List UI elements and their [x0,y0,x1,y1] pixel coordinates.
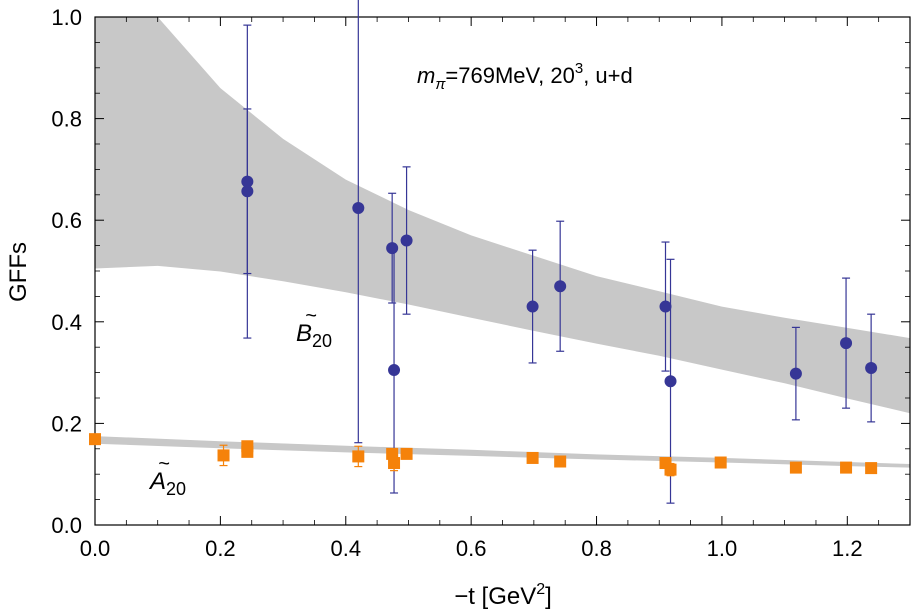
x-tick-label: 1.2 [832,536,863,561]
x-tick-label: 0.8 [581,536,612,561]
data-point-a20 [400,447,413,460]
chart-annotation: mπ=769MeV, 203, u+d [417,60,633,93]
b20-label-base: B [296,320,312,347]
data-point-a20 [840,461,853,474]
data-point-b20 [241,175,254,188]
x-axis-title: −t [GeV2] [454,581,552,610]
y-axis-title: GFFs [5,242,32,302]
a20-label-base: A [148,468,166,495]
data-markers [89,175,878,476]
svg-text:B20: B20 [296,320,332,351]
data-point-a20 [241,440,254,453]
annotation-m-sub: π [435,76,446,93]
a20-label-sub: 20 [166,479,186,499]
plot-frame [94,16,911,526]
y-tick-label: 0.8 [51,107,82,132]
x-axis-title-main: −t [GeV [454,583,536,610]
data-point-b20 [526,300,539,313]
fit-bands [95,17,910,468]
data-point-a20 [89,433,101,446]
x-tick-label: 0.0 [80,536,111,561]
data-point-b20 [659,300,672,313]
data-point-a20 [664,463,677,476]
x-tick-label: 0.6 [456,536,487,561]
data-point-b20 [400,234,413,247]
y-tick-label: 0.6 [51,208,82,233]
b20-tilde: ~ [305,305,317,327]
fit-band-1 [95,436,910,468]
svg-text:A20: A20 [148,468,186,499]
data-point-b20 [554,280,567,293]
x-tick-label: 0.4 [330,536,361,561]
annotation-m: m [417,63,435,88]
y-tick-label: 1.0 [51,5,82,30]
x-axis-title-sup: 2 [536,581,545,598]
data-point-a20 [554,455,567,468]
annotation-main: =769MeV, 20 [445,63,574,88]
fit-band-0 [95,17,910,414]
data-point-b20 [241,185,254,198]
series-label-b20: ~ B20 [296,305,332,351]
data-point-a20 [865,462,878,475]
data-point-a20 [789,461,802,474]
data-point-a20 [526,451,539,464]
annotation-sup: 3 [575,60,583,77]
series-label-a20: ~ A20 [148,453,186,499]
y-tick-label: 0.4 [51,310,82,335]
data-point-a20 [352,450,365,463]
x-tick-label: 0.2 [205,536,236,561]
data-point-a20 [714,456,727,469]
tick-labels: 0.0 0.2 0.4 0.6 0.8 1.0 1.2 0.0 0.2 0.4 0.6 0.8 1.0 [51,5,862,561]
data-point-a20 [217,449,230,462]
data-point-b20 [352,202,365,215]
a20-tilde: ~ [158,453,170,475]
data-point-b20 [789,367,802,380]
x-axis-title-end: ] [545,583,552,610]
data-point-a20 [388,457,401,470]
data-point-a20 [386,447,399,460]
data-point-b20 [840,337,853,350]
annotation-tail: , u+d [583,63,633,88]
data-point-b20 [865,362,878,375]
x-tick-label: 1.0 [707,536,738,561]
data-point-b20 [386,242,399,255]
data-point-b20 [388,364,401,377]
data-point-b20 [664,375,677,388]
y-tick-label: 0.0 [51,513,82,538]
y-tick-label: 0.2 [51,411,82,436]
b20-label-sub: 20 [312,331,332,351]
